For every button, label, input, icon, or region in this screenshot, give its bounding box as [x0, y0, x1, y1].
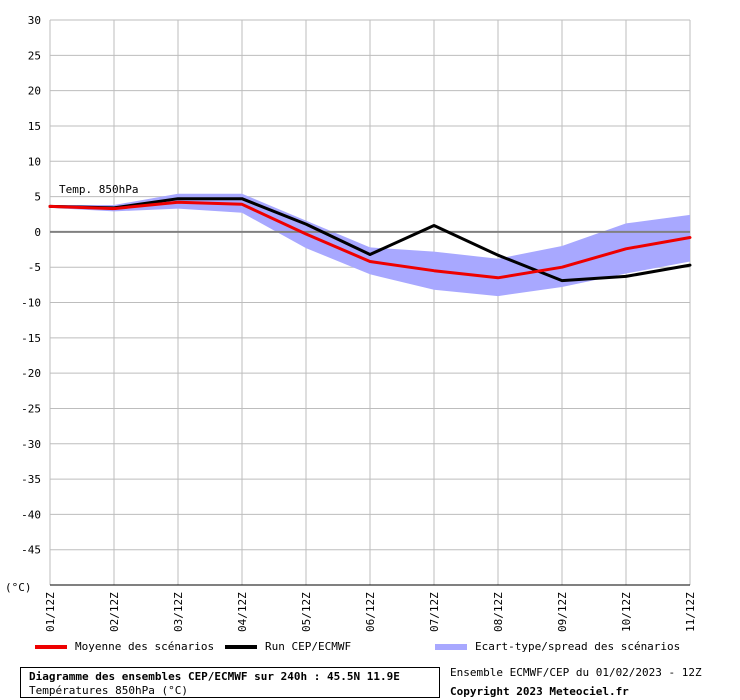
x-tick-label: 11/12Z [684, 592, 697, 632]
y-tick-label: 30 [28, 14, 41, 27]
y-tick-label: 10 [28, 155, 41, 168]
y-tick-label: -40 [21, 508, 41, 521]
spread-band-layer [50, 193, 690, 297]
x-tick-label: 04/12Z [236, 592, 249, 632]
x-tick-label: 08/12Z [492, 592, 505, 632]
x-tick-label: 06/12Z [364, 592, 377, 632]
series-line-run [48, 197, 692, 283]
chart-grid [49, 19, 691, 586]
y-tick-label: -45 [21, 544, 41, 557]
legend-label-run: Run CEP/ECMWF [265, 640, 352, 653]
y-tick-label: 20 [28, 85, 41, 98]
ensemble-info: Ensemble ECMWF/CEP du 01/02/2023 - 12Z [450, 666, 702, 679]
temp-850hpa-annotation: Temp. 850hPa [59, 183, 138, 196]
y-tick-label: -25 [21, 402, 41, 415]
chart-legend: Moyenne des scénarios Run CEP/ECMWF Ecar… [0, 640, 740, 656]
legend-swatch-mean [35, 644, 67, 649]
x-tick-label: 07/12Z [428, 592, 441, 632]
y-tick-label: 0 [34, 226, 41, 239]
y-tick-label: -20 [21, 367, 41, 380]
y-tick-label: -5 [28, 261, 41, 274]
legend-swatch-run [225, 644, 257, 649]
x-tick-label: 09/12Z [556, 592, 569, 632]
y-tick-label: 15 [28, 120, 41, 133]
ensemble-chart: 30 25 20 15 10 5 0 -5 -10 -15 -20 -25 -30 -35 -40 -45 0… [5, 14, 697, 632]
legend-label-mean: Moyenne des scénarios [75, 640, 215, 653]
y-tick-label: -35 [21, 473, 41, 486]
y-tick-label: -10 [21, 297, 41, 310]
y-tick-label: 25 [28, 49, 41, 62]
series-line-mean [48, 200, 692, 280]
legend-item-spread: Ecart-type/spread des scénarios [435, 640, 680, 653]
footer-caption-box: Diagramme des ensembles CEP/ECMWF sur 24… [20, 667, 440, 698]
legend-label-spread: Ecart-type/spread des scénarios [475, 640, 681, 653]
legend-item-mean: Moyenne des scénarios [35, 640, 214, 653]
copyright-text: Copyright 2023 Meteociel.fr [450, 685, 629, 698]
legend-item-run: Run CEP/ECMWF [225, 640, 351, 653]
footer-subtitle: Températures 850hPa (°C) [29, 684, 188, 697]
x-tick-label: 05/12Z [300, 592, 313, 632]
y-tick-label: -30 [21, 438, 41, 451]
y-unit-label: (°C) [5, 581, 32, 594]
legend-swatch-spread [435, 643, 467, 650]
x-tick-label: 01/12Z [44, 592, 57, 632]
spread-band [50, 193, 690, 297]
y-tick-label: -15 [21, 332, 41, 345]
series-layer [48, 197, 692, 283]
x-tick-label: 02/12Z [108, 592, 121, 632]
y-tick-label: 5 [34, 191, 41, 204]
x-tick-labels: 01/12Z 02/12Z 03/12Z 04/12Z 05/12Z 06/12Z 07/1… [44, 592, 697, 632]
y-tick-labels: 30 25 20 15 10 5 0 -5 -10 -15 -20 -25 -30 -35 -40 -45 [21, 14, 41, 557]
x-tick-label: 03/12Z [172, 592, 185, 632]
x-tick-label: 10/12Z [620, 592, 633, 632]
footer-title: Diagramme des ensembles CEP/ECMWF sur 24… [29, 670, 400, 683]
